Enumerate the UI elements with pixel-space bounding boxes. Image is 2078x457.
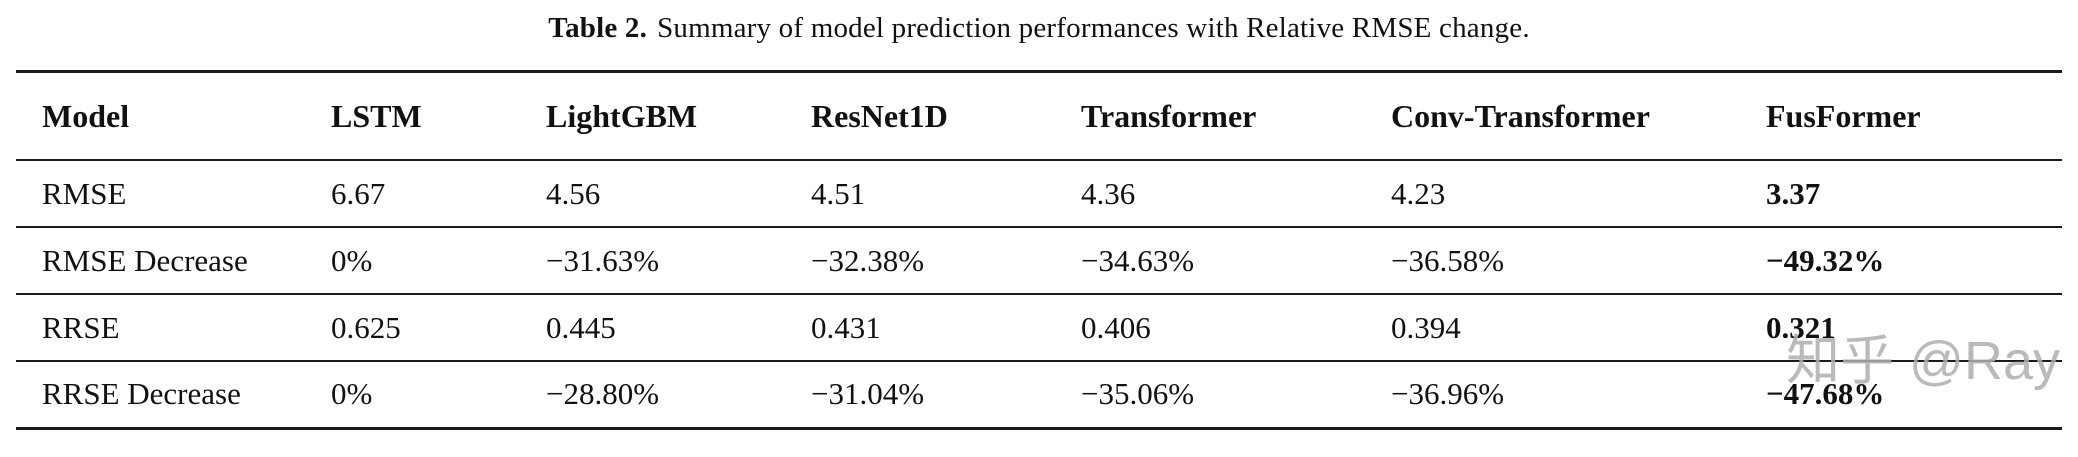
table-caption-label: Table 2. [548,12,648,44]
cell-value: 0% [331,242,373,278]
cell-value: −31.04% [811,376,925,412]
col-header-lstm: LSTM [331,71,546,161]
cell-value-best: 3.37 [1766,175,1821,211]
cell-value: −28.80% [546,376,660,412]
cell-value: 4.23 [1391,175,1446,211]
row-label: RMSE [42,175,127,211]
row-label: RMSE Decrease [42,242,248,278]
cell-value: −34.63% [1081,242,1195,278]
cell-value-best: −49.32% [1766,242,1885,278]
cell-value: 0.406 [1081,309,1151,345]
row-label: RRSE [42,309,120,345]
table-row-rrse: RRSE 0.625 0.445 0.431 0.406 0.394 0.321 [16,294,2062,361]
cell-value: 4.36 [1081,175,1136,211]
col-header-lightgbm: LightGBM [546,71,811,161]
cell-value: 4.56 [546,175,601,211]
results-table: Model LSTM LightGBM ResNet1D Transformer… [16,70,2062,430]
table-caption-text: Summary of model prediction performances… [657,12,1530,44]
cell-value: 0.394 [1391,309,1461,345]
cell-value-best: 0.321 [1766,309,1836,345]
cell-value: −32.38% [811,242,925,278]
col-header-model: Model [16,71,331,161]
header-row: Model LSTM LightGBM ResNet1D Transformer… [16,71,2062,161]
cell-value-best: −47.68% [1766,376,1885,412]
col-header-conv-transformer: Conv-Transformer [1391,71,1766,161]
cell-value: −31.63% [546,242,660,278]
cell-value: −36.96% [1391,376,1505,412]
cell-value: 6.67 [331,175,386,211]
cell-value: 0.445 [546,309,616,345]
table-row-rmse-decrease: RMSE Decrease 0% −31.63% −32.38% −34.63%… [16,227,2062,294]
col-header-resnet1d: ResNet1D [811,71,1081,161]
cell-value: −35.06% [1081,376,1195,412]
table-row-rrse-decrease: RRSE Decrease 0% −28.80% −31.04% −35.06%… [16,361,2062,428]
cell-value: 0.431 [811,309,881,345]
cell-value: −36.58% [1391,242,1505,278]
col-header-fusformer: FusFormer [1766,71,2062,161]
table-caption: Table 2. Summary of model prediction perf… [0,12,2078,45]
cell-value: 0% [331,376,373,412]
table-row-rmse: RMSE 6.67 4.56 4.51 4.36 4.23 3.37 [16,160,2062,227]
row-label: RRSE Decrease [42,376,241,412]
col-header-transformer: Transformer [1081,71,1391,161]
cell-value: 4.51 [811,175,866,211]
cell-value: 0.625 [331,309,401,345]
